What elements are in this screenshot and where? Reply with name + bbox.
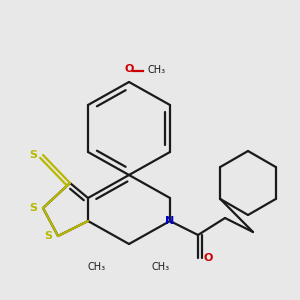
Text: N: N — [165, 216, 175, 226]
Text: S: S — [29, 203, 37, 213]
Text: S: S — [29, 150, 37, 160]
Text: O: O — [124, 64, 134, 74]
Text: CH₃: CH₃ — [147, 65, 165, 75]
Text: S: S — [44, 231, 52, 241]
Text: CH₃: CH₃ — [152, 262, 170, 272]
Text: O: O — [204, 253, 213, 263]
Text: CH₃: CH₃ — [88, 262, 106, 272]
